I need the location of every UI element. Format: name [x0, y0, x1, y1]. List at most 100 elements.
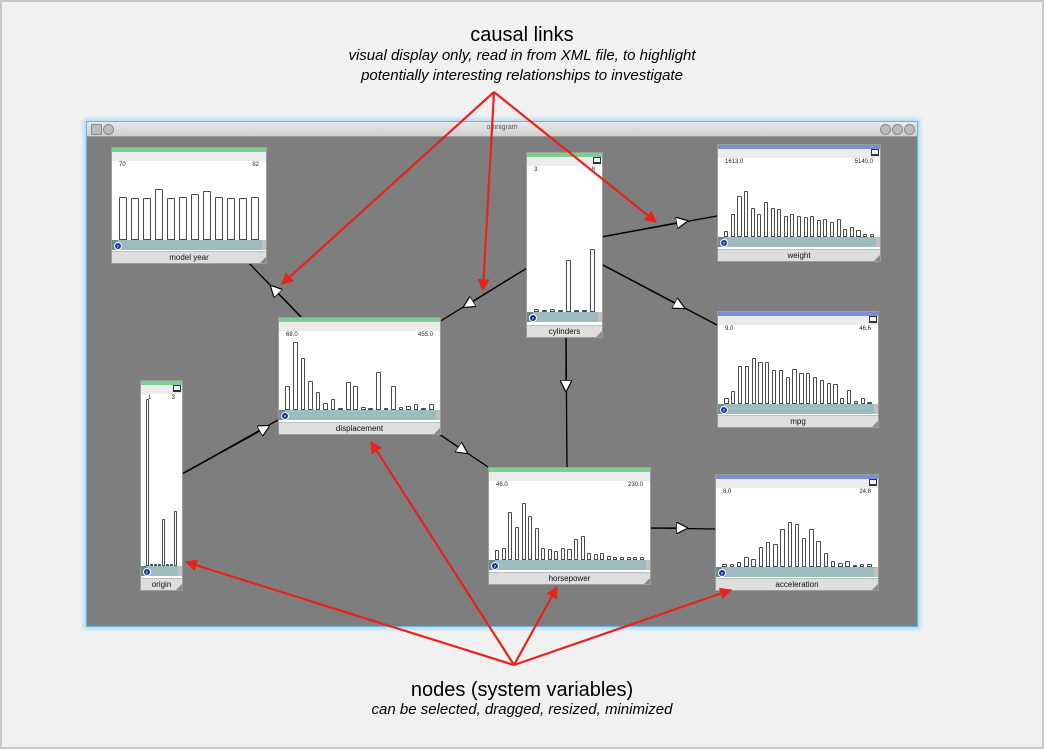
histogram-bar[interactable] [549, 309, 555, 312]
minimize-node-icon[interactable] [173, 385, 181, 392]
histogram-bar[interactable] [763, 202, 768, 237]
slider-handle-icon[interactable]: p [281, 412, 289, 420]
histogram-bar[interactable] [816, 220, 821, 237]
histogram-bar[interactable] [744, 365, 749, 404]
histogram-bar[interactable] [567, 548, 572, 560]
slider-handle-icon[interactable]: p [491, 562, 499, 570]
node-origin[interactable]: 1 3 p origin [140, 380, 183, 591]
node-acceleration[interactable]: 8.0 24.8 p acceleration [715, 474, 879, 591]
histogram-bar[interactable] [823, 553, 829, 567]
range-slider[interactable]: p [279, 410, 440, 420]
histogram-bar[interactable] [368, 408, 374, 410]
window-menu-icon[interactable] [91, 124, 102, 135]
histogram-bar[interactable] [582, 310, 588, 312]
histogram-bar[interactable] [724, 231, 729, 237]
histogram-bar[interactable] [737, 365, 743, 404]
histogram-bar[interactable] [736, 562, 742, 567]
histogram-bar[interactable] [770, 207, 775, 237]
range-slider[interactable]: p [716, 567, 878, 577]
maximize-window-icon[interactable] [892, 124, 903, 135]
histogram-bar[interactable] [758, 362, 763, 404]
histogram-bar[interactable] [830, 560, 836, 567]
node-header[interactable] [718, 316, 878, 325]
histogram-bar[interactable] [191, 193, 199, 240]
histogram-bar[interactable] [801, 538, 807, 567]
histogram-bar[interactable] [724, 398, 729, 404]
node-weight[interactable]: 1613.0 5140.0 p weight [717, 144, 881, 262]
histogram-bar[interactable] [574, 310, 580, 312]
histogram-bar[interactable] [790, 213, 795, 237]
minimize-node-icon[interactable] [871, 149, 879, 156]
histogram-bar[interactable] [867, 563, 872, 567]
histogram-bar[interactable] [796, 216, 802, 237]
range-slider[interactable]: p [527, 312, 602, 322]
histogram-bar[interactable] [860, 398, 865, 404]
histogram-bar[interactable] [383, 407, 389, 410]
histogram-bar[interactable] [203, 191, 211, 240]
histogram[interactable] [284, 340, 435, 410]
histogram-bar[interactable] [722, 564, 727, 567]
histogram-bar[interactable] [541, 310, 547, 312]
resize-grip-icon[interactable] [260, 257, 266, 263]
histogram-bar[interactable] [173, 510, 177, 566]
histogram-bar[interactable] [215, 196, 223, 240]
histogram-bar[interactable] [533, 309, 539, 312]
histogram-bar[interactable] [785, 377, 790, 404]
node-header[interactable] [527, 157, 602, 166]
histogram-bar[interactable] [852, 565, 858, 567]
histogram-bar[interactable] [849, 227, 854, 237]
histogram-bar[interactable] [794, 524, 800, 567]
resize-grip-icon[interactable] [872, 584, 878, 590]
histogram[interactable] [146, 399, 177, 566]
histogram-bar[interactable] [292, 342, 298, 410]
slider-right-end[interactable] [436, 410, 440, 420]
histogram[interactable] [532, 172, 597, 312]
histogram-bar[interactable] [633, 557, 638, 560]
node-header[interactable] [489, 472, 650, 481]
node-horsepower[interactable]: 46.0 230.0 p horsepower [488, 467, 651, 585]
window-pin-icon[interactable] [103, 124, 114, 135]
histogram-bar[interactable] [787, 522, 792, 567]
histogram-bar[interactable] [251, 196, 259, 240]
histogram[interactable] [721, 497, 873, 567]
histogram-bar[interactable] [729, 564, 735, 567]
histogram-bar[interactable] [345, 382, 351, 410]
histogram-bar[interactable] [833, 384, 838, 404]
histogram-bar[interactable] [560, 548, 565, 560]
histogram-bar[interactable] [840, 398, 845, 404]
histogram-bar[interactable] [731, 391, 736, 404]
histogram-bar[interactable] [606, 555, 611, 560]
node-model-year[interactable]: 70 82 p model year [111, 147, 267, 264]
histogram-bar[interactable] [626, 556, 631, 560]
histogram-bar[interactable] [765, 362, 770, 404]
histogram-bar[interactable] [863, 234, 868, 237]
minimize-window-icon[interactable] [880, 124, 891, 135]
minimize-node-icon[interactable] [869, 479, 877, 486]
histogram-bar[interactable] [323, 403, 328, 410]
histogram-bar[interactable] [853, 401, 859, 404]
slider-handle-icon[interactable]: p [143, 568, 151, 576]
histogram-bar[interactable] [806, 373, 811, 404]
histogram[interactable] [723, 167, 875, 237]
node-mpg[interactable]: 9.0 46.6 p mpg [717, 311, 879, 428]
histogram-bar[interactable] [856, 230, 861, 237]
histogram-bar[interactable] [239, 198, 247, 240]
histogram-bar[interactable] [809, 529, 814, 567]
histogram-bar[interactable] [772, 370, 777, 404]
histogram-bar[interactable] [799, 373, 804, 404]
histogram-bar[interactable] [778, 370, 784, 404]
histogram-bar[interactable] [600, 553, 605, 560]
histogram-bar[interactable] [639, 556, 644, 560]
range-slider[interactable]: p [489, 560, 650, 570]
histogram-bar[interactable] [816, 541, 821, 567]
resize-grip-icon[interactable] [176, 584, 182, 590]
node-header[interactable] [279, 322, 440, 331]
histogram-bar[interactable] [330, 398, 336, 410]
histogram-bar[interactable] [547, 548, 552, 560]
minimize-node-icon[interactable] [593, 157, 601, 164]
histogram-bar[interactable] [587, 553, 592, 560]
histogram-bar[interactable] [783, 216, 788, 237]
histogram-bar[interactable] [554, 550, 559, 560]
histogram-bar[interactable] [744, 557, 749, 567]
histogram-bar[interactable] [398, 406, 404, 410]
